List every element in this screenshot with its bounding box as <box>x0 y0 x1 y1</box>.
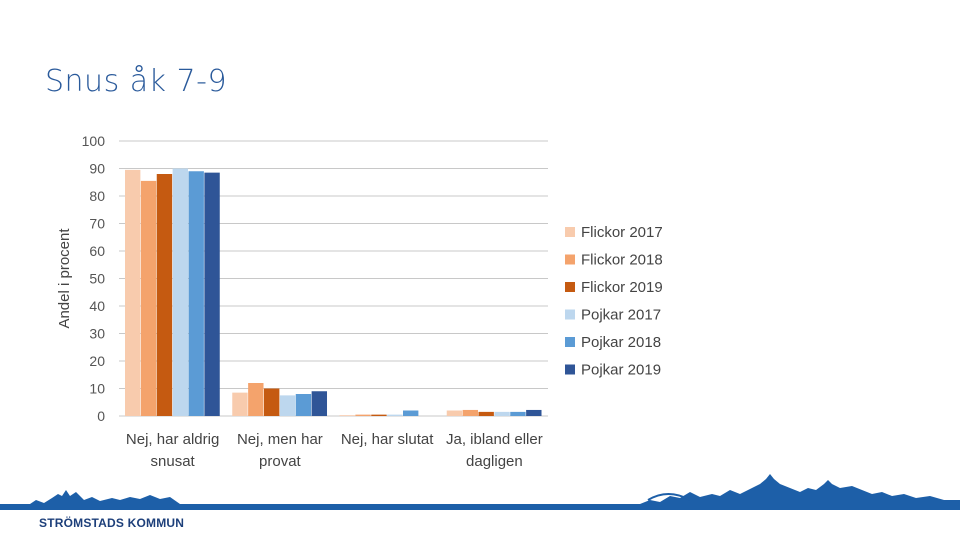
bar <box>403 410 419 416</box>
y-tick-label: 80 <box>89 188 105 204</box>
category-label: Nej, har slutat <box>341 431 434 448</box>
legend-label: Pojkar 2017 <box>581 307 661 324</box>
legend-swatch <box>565 254 575 265</box>
legend-label: Pojkar 2018 <box>581 334 661 351</box>
y-tick-label: 70 <box>89 216 105 232</box>
legend-label: Flickor 2018 <box>581 252 663 269</box>
y-tick-label: 40 <box>89 298 105 314</box>
bars <box>125 168 542 417</box>
bar <box>264 388 280 416</box>
legend-label: Flickor 2019 <box>581 279 663 296</box>
legend-swatch <box>565 364 575 375</box>
legend: Flickor 2017 Flickor 2018 Flickor 2019 Pojk… <box>565 224 663 379</box>
bar <box>188 171 204 416</box>
y-tick-label: 90 <box>89 161 105 177</box>
y-axis-label: Andel i procent <box>56 228 73 329</box>
slide-title: Snus åk 7-9 <box>45 64 228 99</box>
bar-chart: 0 10 20 30 40 50 60 70 80 90 100 Nej, har aldrig sn… <box>56 133 663 470</box>
bar <box>311 391 328 416</box>
bar <box>339 415 355 416</box>
legend-label: Flickor 2017 <box>581 224 663 241</box>
legend-swatch <box>565 309 575 320</box>
category-label: snusat <box>151 453 196 470</box>
bar <box>248 383 264 416</box>
y-axis-ticks: 0 10 20 30 40 50 60 70 80 90 100 <box>82 133 106 424</box>
bar <box>232 392 248 417</box>
category-label: Ja, ibland eller <box>446 431 543 448</box>
brand-logo-text: STRÖMSTADS KOMMUN <box>39 516 185 530</box>
bar <box>279 395 296 417</box>
y-tick-label: 10 <box>89 381 105 397</box>
category-label: Nej, men har <box>237 431 323 448</box>
legend-label: Pojkar 2019 <box>581 362 661 379</box>
y-tick-label: 100 <box>82 133 106 149</box>
bar <box>462 409 479 416</box>
y-tick-label: 50 <box>89 271 105 287</box>
y-tick-label: 60 <box>89 243 105 259</box>
bar <box>355 414 371 417</box>
footer-skyline <box>0 474 960 510</box>
category-label: Nej, har aldrig <box>126 431 219 448</box>
bar <box>371 414 387 417</box>
bar <box>295 394 312 416</box>
bar <box>387 414 403 417</box>
bar <box>526 409 542 416</box>
legend-swatch <box>565 227 575 237</box>
y-tick-label: 0 <box>97 408 105 424</box>
bar <box>156 174 173 416</box>
bar <box>494 411 510 417</box>
category-label: dagligen <box>466 453 523 470</box>
category-label: provat <box>259 453 302 470</box>
y-tick-label: 30 <box>89 326 105 342</box>
bar <box>478 411 494 417</box>
bar <box>125 169 141 417</box>
bar <box>446 410 463 416</box>
bar <box>172 168 189 416</box>
bar <box>510 411 526 417</box>
bar <box>204 172 220 417</box>
bar <box>140 180 157 417</box>
legend-swatch <box>565 282 575 292</box>
category-labels: Nej, har aldrig snusat Nej, men har provat N… <box>126 431 543 470</box>
legend-swatch <box>565 337 575 347</box>
y-tick-label: 20 <box>89 353 105 369</box>
